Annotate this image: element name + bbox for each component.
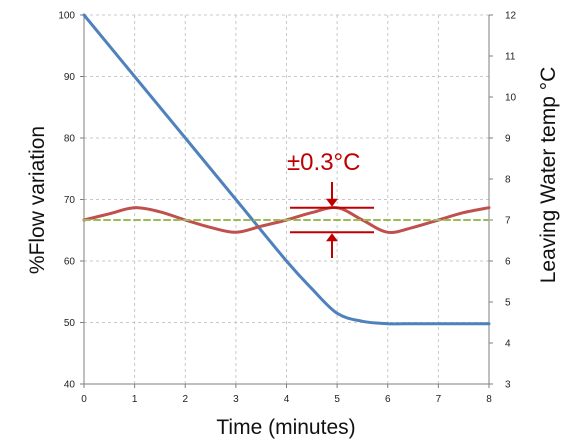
- y-tick-label: 90: [64, 72, 76, 83]
- y-tick-label: 40: [64, 380, 76, 391]
- y2-tick-label: 8: [505, 175, 511, 186]
- x-tick-label: 0: [81, 394, 87, 405]
- x-tick-label: 3: [233, 394, 239, 405]
- y2-axis-label: Leaving Water temp °C: [537, 67, 560, 284]
- x-tick-label: 6: [385, 394, 391, 405]
- y2-tick-label: 3: [505, 380, 511, 391]
- y-tick-label: 70: [64, 195, 76, 206]
- arrow-up-head: [326, 233, 338, 242]
- x-tick-label: 4: [284, 394, 290, 405]
- grid: [83, 14, 490, 385]
- flow-series-line: [82, 13, 491, 326]
- x-tick-label: 1: [132, 394, 138, 405]
- y2-tick-label: 12: [505, 11, 517, 22]
- x-tick-label: 7: [436, 394, 442, 405]
- y2-tick-label: 5: [505, 298, 511, 309]
- y-tick-label: 100: [58, 11, 75, 22]
- y2-tick-label: 4: [505, 339, 511, 350]
- y2-tick-label: 11: [505, 52, 516, 63]
- y2-tick-label: 10: [505, 93, 517, 104]
- y2-tick-label: 6: [505, 257, 511, 268]
- x-axis-label: Time (minutes): [216, 416, 355, 439]
- series: [82, 13, 491, 326]
- x-tick-label: 2: [182, 394, 188, 405]
- arrow-down-head: [326, 198, 338, 207]
- x-tick-label: 5: [334, 394, 340, 405]
- y-tick-label: 80: [64, 134, 76, 145]
- y-tick-label: 50: [64, 318, 76, 329]
- y-axis-label: %Flow variation: [26, 126, 49, 274]
- x-tick-label: 8: [486, 394, 492, 405]
- y2-tick-label: 7: [505, 216, 511, 227]
- annotation: [290, 182, 374, 258]
- annotation-label: ±0.3°C: [287, 149, 360, 176]
- y-tick-label: 60: [64, 257, 76, 268]
- y2-tick-label: 9: [505, 134, 511, 145]
